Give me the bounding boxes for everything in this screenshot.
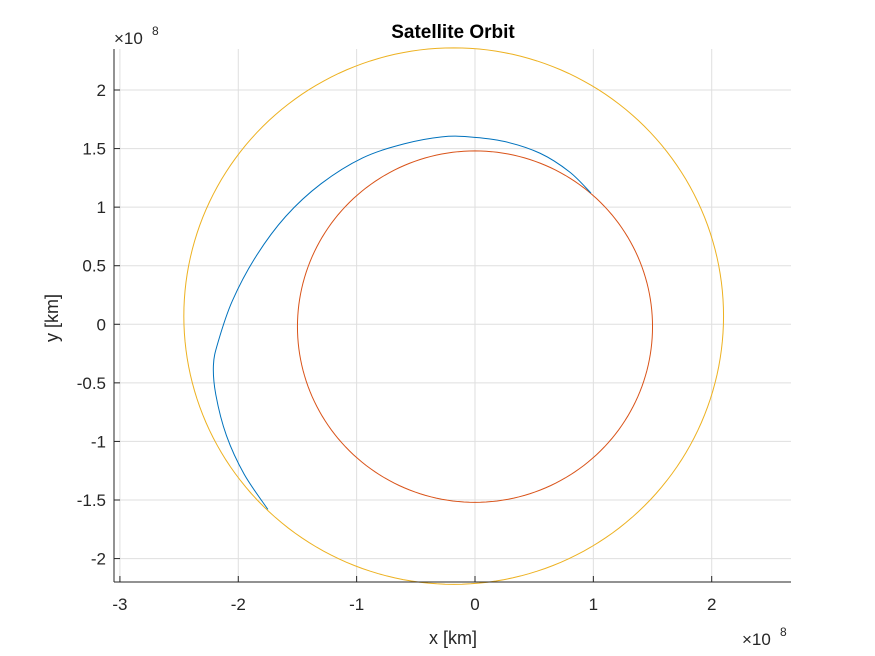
grid-lines [114, 49, 791, 582]
orbit-series-2 [296, 150, 654, 503]
y-tick-label: 1.5 [82, 140, 106, 159]
x-exponent-base: ×10 [742, 630, 771, 649]
y-tick-label: 0 [97, 315, 106, 334]
y-tick-label: 2 [97, 81, 106, 100]
x-exponent-power: 8 [780, 625, 787, 639]
y-axis-label: y [km] [42, 294, 62, 342]
x-exponent: ×10 8 [742, 625, 787, 649]
x-tick-label: 0 [470, 595, 479, 614]
y-tick-label: 1 [97, 198, 106, 217]
y-tick-label: -1 [91, 432, 106, 451]
plot-series [183, 47, 725, 585]
y-tick-label: 0.5 [82, 257, 106, 276]
y-tick-label: -0.5 [77, 374, 106, 393]
y-exponent-power: 8 [152, 24, 159, 38]
x-tick-label: 2 [707, 595, 716, 614]
tick-labels: -3 -2 -1 0 1 2 -2 -1.5 -1 -0.5 0 0.5 1 1.5 2 [77, 81, 717, 614]
x-tick-label: -3 [112, 595, 127, 614]
orbit-series-1 [183, 47, 725, 585]
x-axis-label: x [km] [429, 628, 477, 648]
y-exponent: ×10 8 [114, 24, 159, 48]
y-tick-label: -2 [91, 550, 106, 569]
x-tick-label: -2 [231, 595, 246, 614]
y-tick-label: -1.5 [77, 491, 106, 510]
y-exponent-base: ×10 [114, 29, 143, 48]
x-tick-label: 1 [589, 595, 598, 614]
axes [113, 49, 791, 583]
orbit-series-3 [212, 135, 592, 510]
chart-title: Satellite Orbit [391, 22, 515, 43]
x-tick-label: -1 [349, 595, 364, 614]
